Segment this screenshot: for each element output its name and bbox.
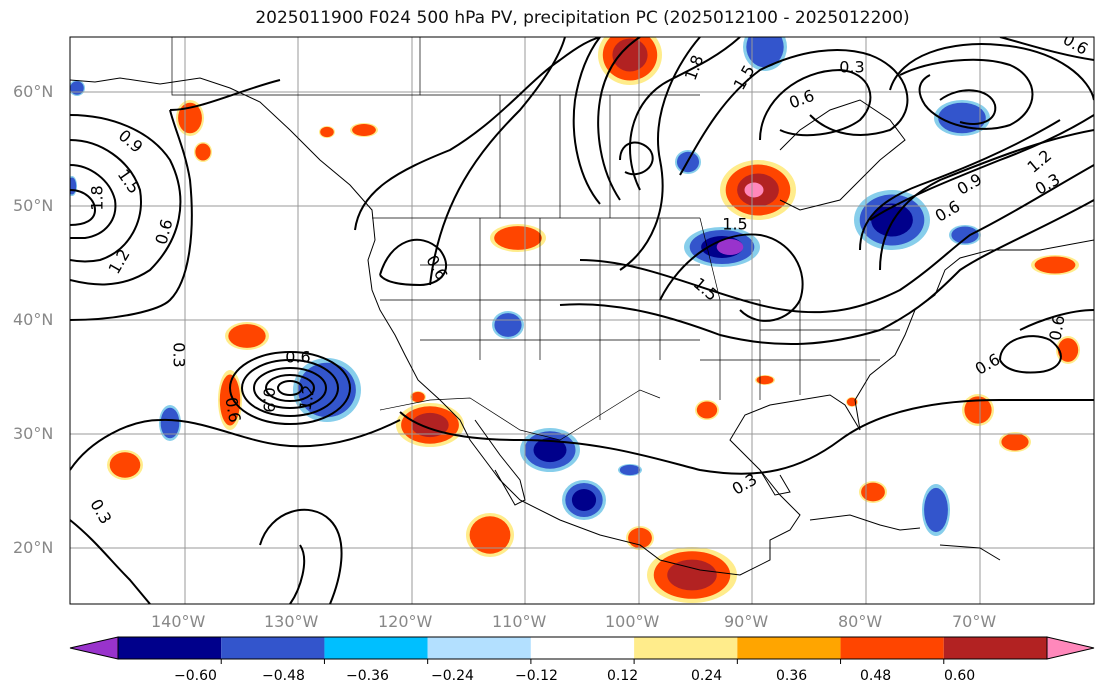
contour-label: 0.6 xyxy=(221,396,244,424)
colorbar-segment xyxy=(840,637,944,659)
map-title: 2025011900 F024 500 hPa PV, precipitatio… xyxy=(255,8,910,28)
precip-cell xyxy=(746,37,784,68)
colorbar-tick-6: 0.12 xyxy=(607,668,639,684)
colorbar-segment xyxy=(737,637,841,659)
contour-label: 0.9 xyxy=(260,387,279,412)
precip-cell xyxy=(195,143,211,161)
precip-cell xyxy=(964,396,992,424)
lat-label-20: 20°N xyxy=(13,538,54,557)
precip-cell xyxy=(1057,338,1079,362)
precip-cell xyxy=(1034,256,1076,274)
precip-peak xyxy=(716,239,744,255)
lat-lon-grid xyxy=(70,37,1094,604)
colorbar-tick-8: 0.36 xyxy=(776,668,808,684)
lat-label-30: 30°N xyxy=(13,424,54,443)
precip-cell xyxy=(109,452,141,478)
precip-cell xyxy=(228,324,266,348)
lon-label-140: 140°W xyxy=(151,612,206,631)
colorbar-tick-9: 0.48 xyxy=(860,668,892,684)
colorbar-segment xyxy=(427,637,531,659)
colorbar xyxy=(69,636,1095,664)
precip-core xyxy=(571,489,597,511)
precip-cell xyxy=(219,374,241,426)
precip-cell xyxy=(696,401,718,419)
precip-cell xyxy=(411,391,425,403)
contour-label: 1.8 xyxy=(88,185,107,210)
lon-label-90: 90°W xyxy=(724,612,769,631)
contour-label: 0.3 xyxy=(170,342,189,367)
lon-label-100: 100°W xyxy=(605,612,660,631)
contour-label: 1.2 xyxy=(295,384,318,412)
contour-label: 0.6 xyxy=(1045,314,1068,342)
precip-cell xyxy=(469,516,511,554)
colorbar-tick-5: −0.12 xyxy=(515,668,558,684)
precip-core xyxy=(411,412,449,438)
map-frame xyxy=(69,36,1095,605)
precip-cell xyxy=(70,177,77,195)
precip-cell xyxy=(352,124,376,136)
colorbar-segment xyxy=(118,637,222,659)
precip-cell xyxy=(938,102,986,134)
contour-label: 1.5 xyxy=(722,215,747,234)
precip-cell xyxy=(494,313,522,337)
precip-cell xyxy=(1001,433,1029,451)
coastlines xyxy=(70,77,1094,576)
lon-label-120: 120°W xyxy=(378,612,433,631)
colorbar-extend-low xyxy=(69,636,119,660)
colorbar-outline xyxy=(117,636,1048,660)
colorbar-tick-4: −0.24 xyxy=(431,668,474,684)
colorbar-segment xyxy=(221,637,325,659)
colorbar-segment xyxy=(943,637,1047,659)
pv-contours xyxy=(70,37,1094,604)
contour-label: 0.6 xyxy=(285,348,310,367)
precip-cell xyxy=(619,464,641,476)
lat-label-40: 40°N xyxy=(13,310,54,329)
lon-label-130: 130°W xyxy=(264,612,319,631)
precip-cell xyxy=(494,226,542,250)
lon-label-80: 80°W xyxy=(838,612,883,631)
colorbar-segment xyxy=(634,637,738,659)
lon-label-70: 70°W xyxy=(952,612,997,631)
precip-core xyxy=(667,559,717,591)
precip-cell xyxy=(861,482,885,502)
precip-cell xyxy=(70,81,84,95)
lon-label-110: 110°W xyxy=(492,612,547,631)
precip-cell xyxy=(951,226,979,244)
colorbar-tick-3: −0.36 xyxy=(346,668,389,684)
precip-cell xyxy=(924,487,948,533)
lat-label-60: 60°N xyxy=(13,82,54,101)
colorbar-tick-2: −0.48 xyxy=(262,668,305,684)
precip-cell xyxy=(178,102,202,134)
colorbar-segment xyxy=(324,637,428,659)
precip-peak xyxy=(744,182,764,198)
colorbar-tick-10: 0.60 xyxy=(944,668,976,684)
precip-cell xyxy=(320,126,334,138)
colorbar-segment xyxy=(530,637,635,659)
colorbar-extend-high xyxy=(1046,636,1095,660)
precip-cell xyxy=(756,375,774,385)
precip-cell xyxy=(160,407,180,439)
precip-core xyxy=(533,437,567,463)
colorbar-tick-7: 0.24 xyxy=(691,668,723,684)
contour-label: 0.3 xyxy=(839,58,864,77)
lat-label-50: 50°N xyxy=(13,196,54,215)
colorbar-tick-1: −0.60 xyxy=(174,668,217,684)
political-borders xyxy=(171,37,900,441)
